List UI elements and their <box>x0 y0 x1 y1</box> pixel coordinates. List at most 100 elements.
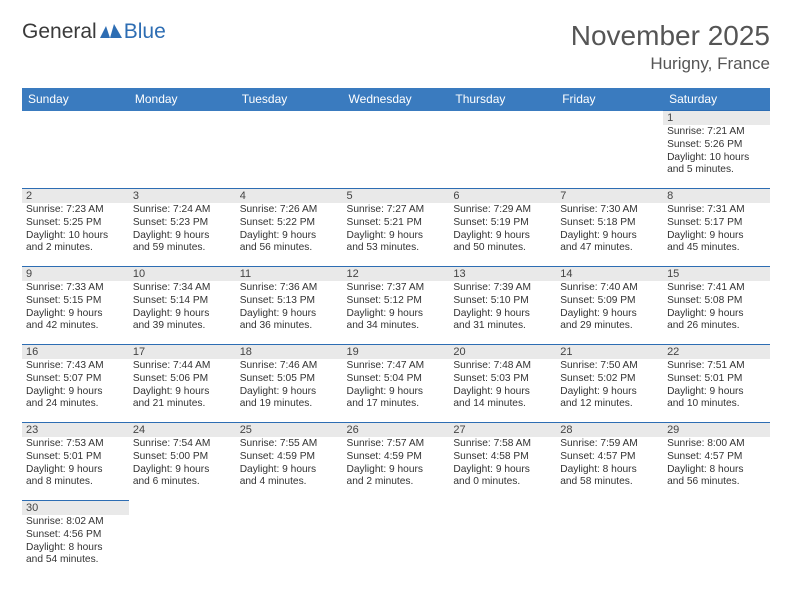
calendar-week-row: 30Sunrise: 8:02 AMSunset: 4:56 PMDayligh… <box>22 501 770 579</box>
daylight-text: and 31 minutes. <box>453 320 552 333</box>
daylight-text: and 47 minutes. <box>560 242 659 255</box>
day-number: 13 <box>449 267 556 281</box>
daylight-text: Daylight: 9 hours <box>347 386 446 399</box>
sunrise-text: Sunrise: 7:36 AM <box>240 282 339 295</box>
daylight-text: Daylight: 9 hours <box>667 386 766 399</box>
daylight-text: Daylight: 9 hours <box>560 230 659 243</box>
day-body: Sunrise: 7:34 AMSunset: 5:14 PMDaylight:… <box>129 281 236 335</box>
sunset-text: Sunset: 5:26 PM <box>667 139 766 152</box>
flag-icon <box>100 24 122 40</box>
sunrise-text: Sunrise: 7:21 AM <box>667 126 766 139</box>
day-number: 23 <box>22 423 129 437</box>
day-body: Sunrise: 7:26 AMSunset: 5:22 PMDaylight:… <box>236 203 343 257</box>
day-number: 2 <box>22 189 129 203</box>
daylight-text: Daylight: 10 hours <box>667 152 766 165</box>
sunset-text: Sunset: 5:18 PM <box>560 217 659 230</box>
calendar-day-cell <box>343 111 450 189</box>
weekday-header: Monday <box>129 88 236 111</box>
header: General Blue November 2025 Hurigny, Fran… <box>22 20 770 74</box>
sunset-text: Sunset: 5:09 PM <box>560 295 659 308</box>
calendar-day-cell: 14Sunrise: 7:40 AMSunset: 5:09 PMDayligh… <box>556 267 663 345</box>
sunset-text: Sunset: 5:01 PM <box>667 373 766 386</box>
calendar-day-cell: 16Sunrise: 7:43 AMSunset: 5:07 PMDayligh… <box>22 345 129 423</box>
daylight-text: and 0 minutes. <box>453 476 552 489</box>
sunset-text: Sunset: 5:02 PM <box>560 373 659 386</box>
sunrise-text: Sunrise: 7:55 AM <box>240 438 339 451</box>
daylight-text: Daylight: 9 hours <box>240 308 339 321</box>
day-body: Sunrise: 7:44 AMSunset: 5:06 PMDaylight:… <box>129 359 236 413</box>
sunset-text: Sunset: 5:23 PM <box>133 217 232 230</box>
daylight-text: and 56 minutes. <box>240 242 339 255</box>
day-number: 7 <box>556 189 663 203</box>
daylight-text: Daylight: 9 hours <box>667 308 766 321</box>
calendar-day-cell <box>129 501 236 579</box>
calendar-day-cell: 5Sunrise: 7:27 AMSunset: 5:21 PMDaylight… <box>343 189 450 267</box>
sunset-text: Sunset: 5:01 PM <box>26 451 125 464</box>
daylight-text: Daylight: 9 hours <box>347 308 446 321</box>
day-body: Sunrise: 7:50 AMSunset: 5:02 PMDaylight:… <box>556 359 663 413</box>
sunset-text: Sunset: 5:10 PM <box>453 295 552 308</box>
daylight-text: Daylight: 9 hours <box>560 308 659 321</box>
day-body: Sunrise: 7:53 AMSunset: 5:01 PMDaylight:… <box>22 437 129 491</box>
daylight-text: and 4 minutes. <box>240 476 339 489</box>
calendar-day-cell: 3Sunrise: 7:24 AMSunset: 5:23 PMDaylight… <box>129 189 236 267</box>
day-number: 16 <box>22 345 129 359</box>
sunrise-text: Sunrise: 8:02 AM <box>26 516 125 529</box>
day-number: 18 <box>236 345 343 359</box>
sunrise-text: Sunrise: 8:00 AM <box>667 438 766 451</box>
daylight-text: and 19 minutes. <box>240 398 339 411</box>
day-body: Sunrise: 7:59 AMSunset: 4:57 PMDaylight:… <box>556 437 663 491</box>
calendar-day-cell: 11Sunrise: 7:36 AMSunset: 5:13 PMDayligh… <box>236 267 343 345</box>
sunset-text: Sunset: 5:14 PM <box>133 295 232 308</box>
sunrise-text: Sunrise: 7:26 AM <box>240 204 339 217</box>
month-title: November 2025 <box>571 20 770 52</box>
sunrise-text: Sunrise: 7:58 AM <box>453 438 552 451</box>
day-body: Sunrise: 7:36 AMSunset: 5:13 PMDaylight:… <box>236 281 343 335</box>
sunset-text: Sunset: 5:05 PM <box>240 373 339 386</box>
sunset-text: Sunset: 5:22 PM <box>240 217 339 230</box>
calendar-day-cell <box>663 501 770 579</box>
calendar-day-cell <box>129 111 236 189</box>
calendar-day-cell: 1Sunrise: 7:21 AMSunset: 5:26 PMDaylight… <box>663 111 770 189</box>
calendar-day-cell: 21Sunrise: 7:50 AMSunset: 5:02 PMDayligh… <box>556 345 663 423</box>
daylight-text: Daylight: 9 hours <box>347 230 446 243</box>
calendar-day-cell: 20Sunrise: 7:48 AMSunset: 5:03 PMDayligh… <box>449 345 556 423</box>
sunset-text: Sunset: 5:25 PM <box>26 217 125 230</box>
day-body: Sunrise: 8:00 AMSunset: 4:57 PMDaylight:… <box>663 437 770 491</box>
daylight-text: Daylight: 9 hours <box>240 230 339 243</box>
day-body: Sunrise: 7:40 AMSunset: 5:09 PMDaylight:… <box>556 281 663 335</box>
day-number: 22 <box>663 345 770 359</box>
day-number: 1 <box>663 111 770 125</box>
daylight-text: and 36 minutes. <box>240 320 339 333</box>
calendar-day-cell: 27Sunrise: 7:58 AMSunset: 4:58 PMDayligh… <box>449 423 556 501</box>
daylight-text: and 59 minutes. <box>133 242 232 255</box>
daylight-text: and 53 minutes. <box>347 242 446 255</box>
sunrise-text: Sunrise: 7:50 AM <box>560 360 659 373</box>
daylight-text: and 42 minutes. <box>26 320 125 333</box>
day-body: Sunrise: 7:47 AMSunset: 5:04 PMDaylight:… <box>343 359 450 413</box>
daylight-text: and 6 minutes. <box>133 476 232 489</box>
day-body: Sunrise: 7:41 AMSunset: 5:08 PMDaylight:… <box>663 281 770 335</box>
day-number: 24 <box>129 423 236 437</box>
day-body: Sunrise: 7:24 AMSunset: 5:23 PMDaylight:… <box>129 203 236 257</box>
daylight-text: and 21 minutes. <box>133 398 232 411</box>
calendar-day-cell <box>449 501 556 579</box>
daylight-text: Daylight: 9 hours <box>667 230 766 243</box>
calendar-day-cell: 24Sunrise: 7:54 AMSunset: 5:00 PMDayligh… <box>129 423 236 501</box>
sunrise-text: Sunrise: 7:51 AM <box>667 360 766 373</box>
calendar-day-cell: 23Sunrise: 7:53 AMSunset: 5:01 PMDayligh… <box>22 423 129 501</box>
calendar-day-cell <box>556 501 663 579</box>
sunset-text: Sunset: 4:59 PM <box>347 451 446 464</box>
calendar-day-cell: 26Sunrise: 7:57 AMSunset: 4:59 PMDayligh… <box>343 423 450 501</box>
sunrise-text: Sunrise: 7:33 AM <box>26 282 125 295</box>
day-body: Sunrise: 7:37 AMSunset: 5:12 PMDaylight:… <box>343 281 450 335</box>
daylight-text: and 12 minutes. <box>560 398 659 411</box>
calendar-day-cell: 12Sunrise: 7:37 AMSunset: 5:12 PMDayligh… <box>343 267 450 345</box>
daylight-text: Daylight: 9 hours <box>240 464 339 477</box>
day-number: 25 <box>236 423 343 437</box>
daylight-text: and 24 minutes. <box>26 398 125 411</box>
daylight-text: and 2 minutes. <box>347 476 446 489</box>
sunset-text: Sunset: 5:19 PM <box>453 217 552 230</box>
day-number: 8 <box>663 189 770 203</box>
location: Hurigny, France <box>571 54 770 74</box>
